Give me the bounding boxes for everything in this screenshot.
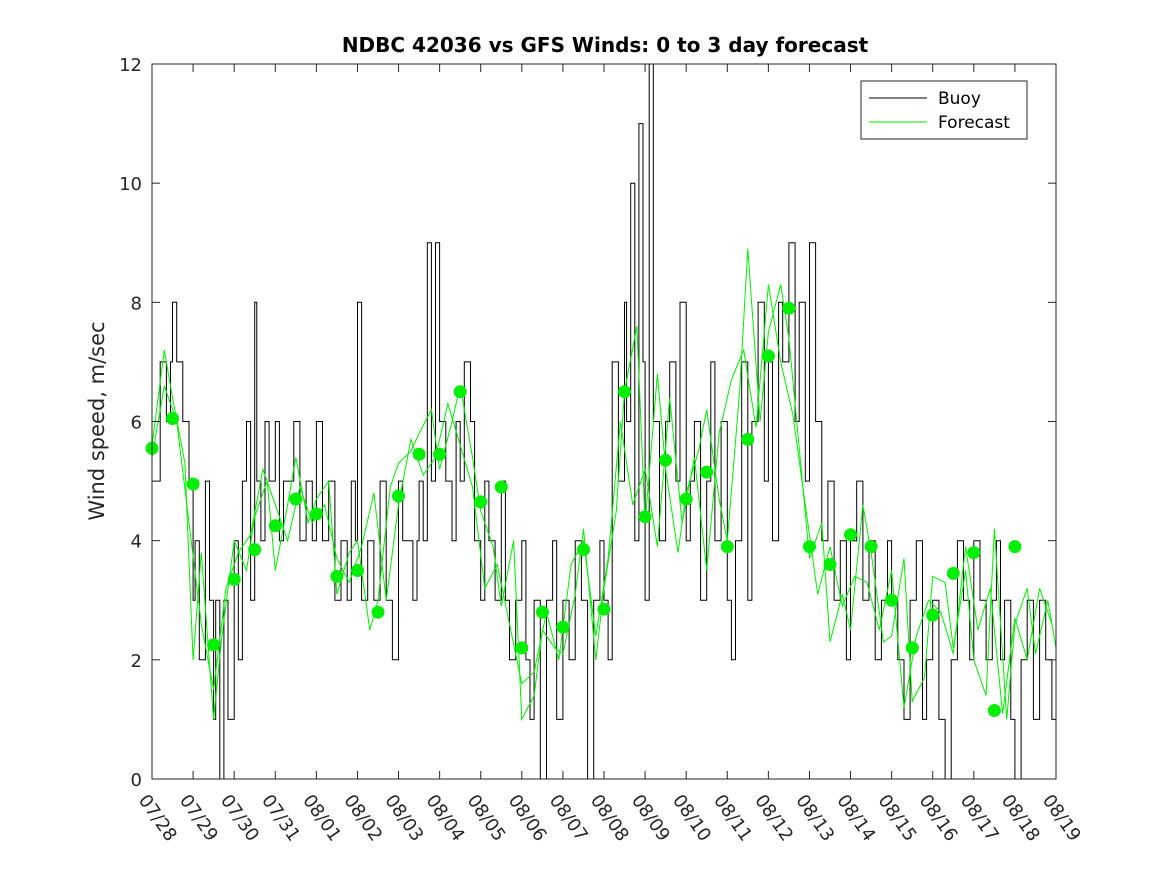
- chart-title: NDBC 42036 vs GFS Winds: 0 to 3 day fore…: [342, 33, 869, 57]
- series-line-forecast-2: [151, 284, 1053, 714]
- legend-box: [860, 80, 1028, 140]
- forecast-point: [741, 432, 755, 446]
- x-tick-label: 07/28: [134, 791, 181, 846]
- plot-area: [152, 64, 1056, 779]
- forecast-point: [351, 564, 364, 577]
- series-line-forecast: [151, 248, 1057, 722]
- legend: Buoy Forecast: [860, 80, 1028, 140]
- forecast-point: [371, 605, 385, 619]
- forecast-point: [885, 593, 899, 607]
- y-tick-label: 6: [131, 413, 142, 434]
- x-tick-label: 07/30: [216, 791, 263, 846]
- x-tick-label: 08/06: [504, 791, 551, 846]
- forecast-point: [679, 492, 693, 506]
- y-tick-label: 10: [119, 174, 142, 195]
- forecast-point: [515, 641, 529, 655]
- forecast-point: [494, 480, 508, 494]
- x-tick-label: 08/12: [750, 791, 797, 846]
- x-tick-label: 08/17: [956, 791, 1003, 846]
- forecast-point: [474, 495, 488, 509]
- x-tick-label: 08/16: [915, 791, 962, 846]
- forecast-point: [761, 349, 775, 363]
- x-tick-label: 07/31: [257, 791, 304, 846]
- forecast-point: [227, 572, 241, 586]
- forecast-point: [597, 602, 611, 616]
- forecast-point: [268, 519, 282, 533]
- legend-forecast-label: Forecast: [938, 113, 1010, 133]
- forecast-point: [700, 465, 714, 479]
- y-axis: 0 2 4 6 8 10 12: [119, 55, 1056, 791]
- forecast-point: [618, 385, 631, 399]
- x-tick-label: 08/01: [298, 791, 345, 846]
- forecast-point: [720, 540, 734, 554]
- x-tick-label: 08/10: [668, 791, 715, 846]
- x-tick-label: 08/18: [997, 791, 1044, 846]
- forecast-point: [433, 447, 447, 461]
- x-tick-label: 08/08: [586, 791, 633, 846]
- y-axis-label: Wind speed, m/sec: [85, 321, 109, 520]
- x-tick-label: 08/15: [874, 791, 921, 846]
- forecast-point: [392, 489, 405, 503]
- forecast-point: [638, 510, 652, 524]
- forecast-point: [577, 543, 590, 557]
- forecast-point: [289, 492, 303, 506]
- forecast-point: [1008, 540, 1022, 554]
- x-tick-label: 08/14: [832, 791, 879, 846]
- x-tick-label: 07/29: [175, 791, 222, 846]
- y-tick-label: 12: [119, 55, 142, 76]
- forecast-point: [166, 412, 179, 425]
- forecast-point: [905, 641, 919, 655]
- forecast-point: [659, 453, 673, 467]
- forecast-point: [309, 507, 323, 521]
- x-tick-label: 08/19: [1038, 791, 1085, 846]
- legend-buoy-label: Buoy: [938, 89, 981, 109]
- forecast-point: [967, 546, 981, 560]
- x-tick-label: 08/04: [422, 791, 469, 846]
- forecast-point: [782, 301, 796, 315]
- forecast-point: [864, 540, 878, 554]
- forecast-point: [823, 558, 837, 571]
- forecast-point: [453, 385, 467, 399]
- forecast-point: [987, 704, 1001, 717]
- x-tick-label: 08/13: [791, 791, 838, 846]
- forecast-point: [186, 477, 200, 491]
- forecast-point: [248, 543, 262, 557]
- marker-layer: [145, 301, 1022, 717]
- y-tick-label: 0: [131, 770, 142, 791]
- forecast-point: [330, 569, 344, 583]
- forecast-point: [844, 528, 857, 542]
- x-tick-label: 08/03: [380, 791, 427, 846]
- x-tick-label: 08/11: [709, 791, 756, 846]
- forecast-point: [946, 566, 960, 580]
- x-tick-label: 08/07: [545, 791, 592, 846]
- forecast-point: [556, 620, 570, 634]
- forecast-point: [803, 540, 816, 554]
- x-tick-label: 08/09: [627, 791, 674, 846]
- x-tick-label: 08/02: [339, 791, 386, 846]
- forecast-point: [926, 608, 940, 622]
- y-tick-label: 2: [131, 651, 142, 672]
- forecast-point: [207, 638, 221, 652]
- forecast-point: [535, 605, 549, 619]
- forecast-point: [412, 447, 426, 461]
- x-tick-label: 08/05: [463, 791, 510, 846]
- y-tick-label: 4: [131, 532, 142, 553]
- y-tick-label: 8: [131, 293, 142, 314]
